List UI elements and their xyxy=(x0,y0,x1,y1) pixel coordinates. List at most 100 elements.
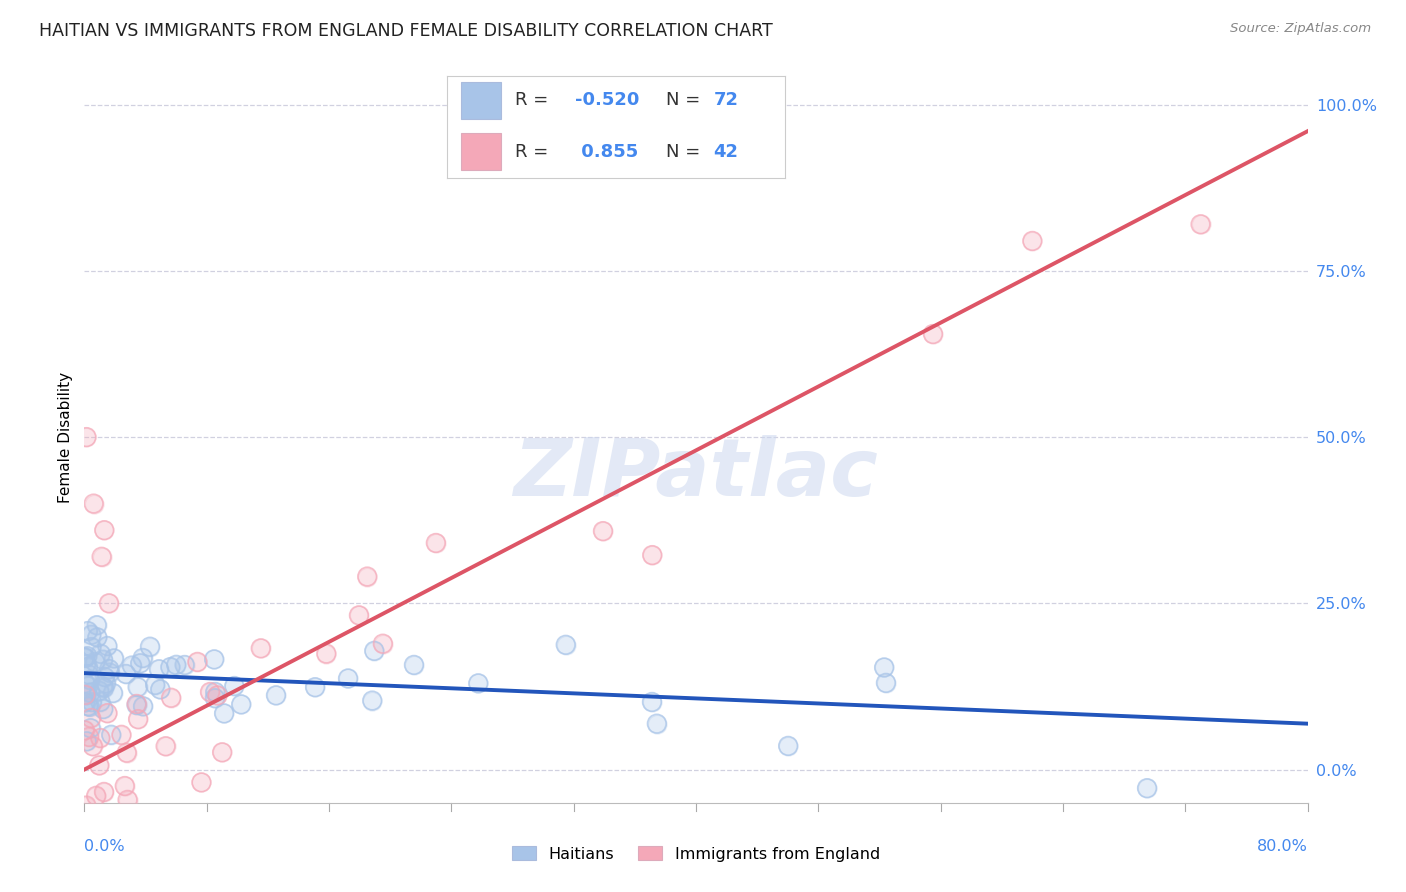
Point xyxy=(173,657,195,672)
Point xyxy=(98,662,121,676)
Point xyxy=(132,699,155,714)
Point xyxy=(96,639,118,653)
Point xyxy=(96,706,118,720)
Point xyxy=(159,660,181,674)
Point xyxy=(75,657,97,672)
Point xyxy=(91,702,114,716)
Point xyxy=(91,680,114,694)
Point xyxy=(98,662,121,676)
Point xyxy=(231,698,253,712)
Point xyxy=(356,569,378,583)
Point xyxy=(554,638,576,652)
Point xyxy=(100,728,122,742)
Point xyxy=(96,639,118,653)
Point xyxy=(922,326,945,341)
Point xyxy=(315,647,337,661)
Point xyxy=(91,702,114,716)
Point xyxy=(149,682,172,697)
Point xyxy=(132,699,155,714)
Point xyxy=(73,723,96,738)
Bar xyxy=(461,133,501,170)
Point xyxy=(83,497,105,511)
Point xyxy=(79,686,101,700)
Point xyxy=(160,690,183,705)
Point xyxy=(198,685,221,699)
Point xyxy=(75,688,97,702)
Point xyxy=(73,695,96,709)
Text: 42: 42 xyxy=(714,143,738,161)
Point xyxy=(100,728,122,742)
Point xyxy=(127,712,149,726)
Point xyxy=(89,695,111,709)
Point xyxy=(165,657,187,672)
Point xyxy=(1189,217,1212,231)
Point xyxy=(1021,234,1043,248)
Point xyxy=(337,672,360,686)
Point xyxy=(131,651,153,665)
Point xyxy=(89,758,111,772)
Point xyxy=(86,631,108,645)
Point xyxy=(645,716,668,731)
Point xyxy=(121,658,143,673)
Point xyxy=(363,644,385,658)
Point xyxy=(361,693,384,707)
Point xyxy=(143,678,166,692)
Point xyxy=(204,691,226,706)
Point xyxy=(79,673,101,687)
Point xyxy=(91,680,114,694)
Point xyxy=(91,652,114,666)
Point xyxy=(554,638,576,652)
Point xyxy=(89,683,111,698)
Point xyxy=(76,624,98,638)
Point xyxy=(231,698,253,712)
Point xyxy=(127,712,149,726)
Point xyxy=(77,730,100,744)
Point xyxy=(125,698,148,712)
Point xyxy=(94,676,117,690)
Point xyxy=(363,644,385,658)
Point xyxy=(875,676,897,690)
Point xyxy=(125,698,148,712)
Point xyxy=(264,689,287,703)
Point xyxy=(115,667,138,681)
Point xyxy=(77,679,100,693)
Point xyxy=(79,699,101,714)
Point xyxy=(117,793,139,807)
Text: 0.0%: 0.0% xyxy=(84,839,125,855)
Point xyxy=(76,624,98,638)
Text: N =: N = xyxy=(666,143,706,161)
Point xyxy=(75,688,97,702)
Point xyxy=(125,697,148,711)
Point xyxy=(86,618,108,632)
Point xyxy=(79,686,101,700)
Point xyxy=(79,673,101,687)
Point xyxy=(1189,217,1212,231)
Point xyxy=(155,739,177,754)
Point xyxy=(93,681,115,695)
Point xyxy=(79,721,101,735)
Point xyxy=(84,789,107,803)
Point xyxy=(190,775,212,789)
Point xyxy=(89,695,111,709)
Point xyxy=(73,723,96,738)
Text: Source: ZipAtlas.com: Source: ZipAtlas.com xyxy=(1230,22,1371,36)
Point xyxy=(77,679,100,693)
Point xyxy=(73,650,96,665)
Point xyxy=(211,745,233,759)
Point xyxy=(212,706,235,721)
Point xyxy=(264,689,287,703)
Point xyxy=(149,682,172,697)
Point xyxy=(80,711,103,725)
Point xyxy=(198,685,221,699)
Point xyxy=(1021,234,1043,248)
Point xyxy=(204,685,226,699)
Point xyxy=(115,746,138,760)
Point xyxy=(89,731,111,745)
Point xyxy=(80,819,103,833)
Point xyxy=(73,650,96,665)
Point xyxy=(76,660,98,674)
Point xyxy=(93,785,115,799)
Point xyxy=(143,678,166,692)
Point xyxy=(224,679,246,693)
Point xyxy=(127,680,149,694)
